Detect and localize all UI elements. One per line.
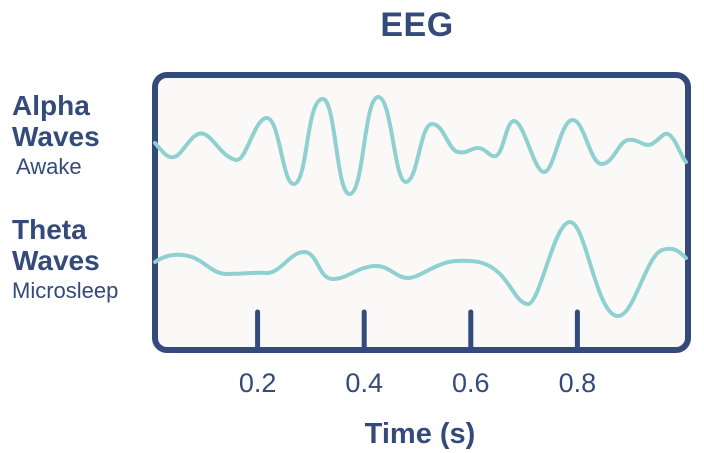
x-axis-label: Time (s) [364,418,476,450]
theta-waves-label: Theta Waves Microsleep [12,214,118,302]
theta-label-line1: Theta [12,214,87,245]
diagram-title: EEG [380,6,454,44]
x-tick-label-3: 0.6 [452,368,490,398]
alpha-waves-label: Alpha Waves Awake [12,90,100,178]
alpha-state-label: Awake [16,154,82,179]
x-tick-label-2: 0.4 [345,368,383,398]
x-tick-label-4: 0.8 [559,368,597,398]
theta-label-line2: Waves [12,245,100,276]
x-tick-label-1: 0.2 [239,368,277,398]
alpha-label-line1: Alpha [12,90,90,121]
alpha-label-line2: Waves [12,121,100,152]
theta-state-label: Microsleep [12,278,119,303]
eeg-frame [152,72,691,353]
alpha-wave-trace [153,95,688,196]
theta-wave-trace [153,220,688,318]
x-axis-ticks: 0.2 0.4 0.6 0.8 [239,309,597,398]
